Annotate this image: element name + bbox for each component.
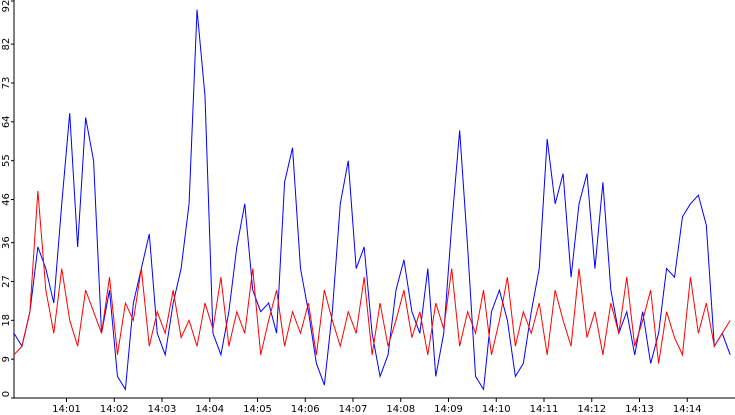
x-tick-label: 14:12: [577, 404, 606, 415]
x-tick-label: 14:07: [339, 404, 368, 415]
x-tick-label: 14:11: [530, 404, 559, 415]
x-tick-label: 14:03: [148, 404, 177, 415]
x-tick-label: 14:13: [625, 404, 654, 415]
y-tick-label: 82: [1, 38, 12, 51]
y-tick-label: 73: [1, 77, 12, 90]
x-tick-label: 14:08: [386, 404, 415, 415]
series-line: [13, 190, 731, 364]
x-tick-label: 14:02: [100, 404, 129, 415]
x-tick-label: 14:05: [243, 404, 272, 415]
x-tick-label: 14:04: [195, 404, 224, 415]
series-line: [13, 9, 731, 391]
x-tick-label: 14:09: [434, 404, 463, 415]
y-tick-label: 36: [1, 236, 12, 249]
x-tick-label: 14:01: [52, 404, 81, 415]
y-tick-label: 18: [1, 314, 12, 327]
y-tick-label: 9: [1, 356, 12, 362]
y-tick-label: 92: [1, 0, 12, 12]
x-tick-label: 14:06: [291, 404, 320, 415]
y-tick-label: 0: [1, 391, 12, 397]
x-tick-label: 14:14: [673, 404, 702, 415]
x-tick-label: 14:10: [482, 404, 511, 415]
y-tick-label: 55: [1, 154, 12, 167]
y-tick-label: 64: [1, 115, 12, 128]
y-tick-label: 27: [1, 275, 12, 288]
y-tick-label: 46: [1, 193, 12, 206]
